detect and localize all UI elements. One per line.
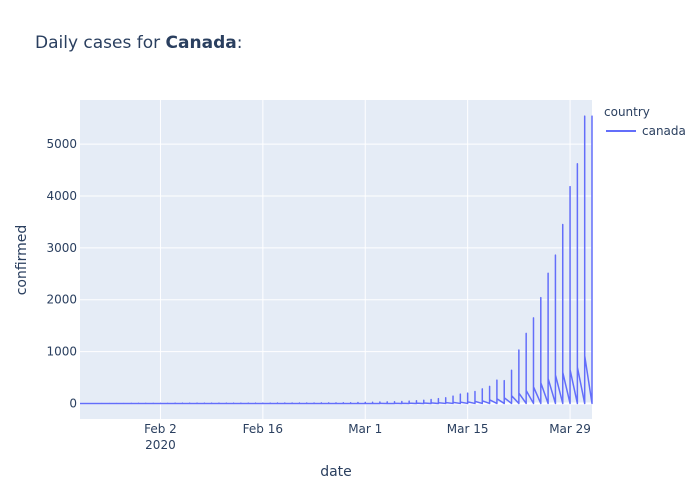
y-tick-label: 4000: [46, 189, 77, 203]
y-tick-label: 2000: [46, 293, 77, 307]
x-tick-label: Mar 15: [447, 422, 489, 436]
legend-title: country: [604, 105, 650, 119]
x-tick-label: Mar 29: [549, 422, 591, 436]
x-tick-labels: Feb 2 2020 Feb 16 Mar 1 Mar 15 Mar 29: [144, 422, 591, 452]
x-tick-label: Feb 2: [144, 422, 177, 436]
legend-item-canada[interactable]: canada: [642, 124, 686, 138]
y-tick-label: 1000: [46, 345, 77, 359]
chart-title-country: Canada: [165, 33, 237, 53]
y-tick-label: 3000: [46, 241, 77, 255]
chart-title-prefix: Daily cases for: [35, 33, 166, 53]
chart-title: Daily cases for Canada:: [35, 33, 242, 53]
legend[interactable]: country canada: [604, 105, 686, 138]
y-tick-labels: 0 1000 2000 3000 4000 5000: [46, 137, 77, 410]
chart-title-suffix: :: [236, 33, 243, 53]
plot-area: [80, 100, 592, 419]
y-tick-label: 0: [69, 396, 77, 410]
y-axis-title: confirmed: [14, 225, 30, 296]
y-tick-label: 5000: [46, 137, 77, 151]
x-tick-sublabel: 2020: [145, 438, 176, 452]
x-tick-label: Mar 1: [348, 422, 382, 436]
x-tick-label: Feb 16: [243, 422, 283, 436]
series-layer: [80, 115, 593, 405]
x-axis-title: date: [320, 464, 352, 480]
series-line-canada: [80, 115, 593, 405]
